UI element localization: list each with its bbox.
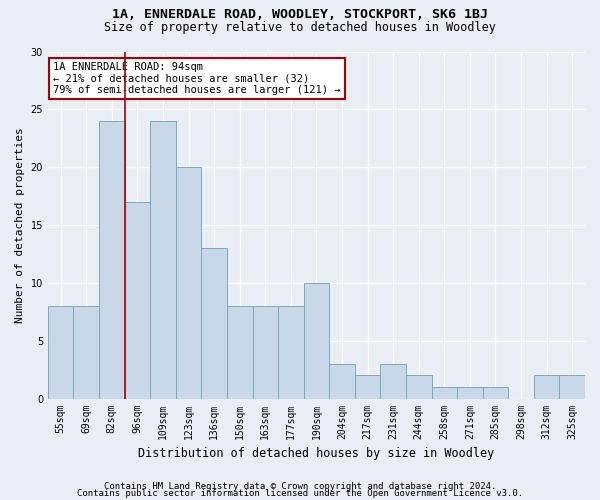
Bar <box>202 248 227 398</box>
Text: Contains public sector information licensed under the Open Government Licence v3: Contains public sector information licen… <box>77 490 523 498</box>
X-axis label: Distribution of detached houses by size in Woodley: Distribution of detached houses by size … <box>139 447 494 460</box>
Bar <box>534 376 559 398</box>
Bar <box>253 306 278 398</box>
Y-axis label: Number of detached properties: Number of detached properties <box>15 127 25 323</box>
Bar <box>406 376 431 398</box>
Bar <box>48 306 73 398</box>
Bar <box>329 364 355 398</box>
Bar <box>482 387 508 398</box>
Bar <box>559 376 585 398</box>
Bar <box>431 387 457 398</box>
Bar <box>304 283 329 399</box>
Bar <box>278 306 304 398</box>
Bar <box>380 364 406 398</box>
Bar <box>176 167 202 398</box>
Text: Size of property relative to detached houses in Woodley: Size of property relative to detached ho… <box>104 21 496 34</box>
Bar <box>150 121 176 398</box>
Bar <box>125 202 150 398</box>
Text: 1A, ENNERDALE ROAD, WOODLEY, STOCKPORT, SK6 1BJ: 1A, ENNERDALE ROAD, WOODLEY, STOCKPORT, … <box>112 8 488 20</box>
Bar <box>355 376 380 398</box>
Bar <box>227 306 253 398</box>
Bar <box>73 306 99 398</box>
Text: 1A ENNERDALE ROAD: 94sqm
← 21% of detached houses are smaller (32)
79% of semi-d: 1A ENNERDALE ROAD: 94sqm ← 21% of detach… <box>53 62 341 95</box>
Bar <box>99 121 125 398</box>
Bar <box>457 387 482 398</box>
Text: Contains HM Land Registry data © Crown copyright and database right 2024.: Contains HM Land Registry data © Crown c… <box>104 482 496 491</box>
